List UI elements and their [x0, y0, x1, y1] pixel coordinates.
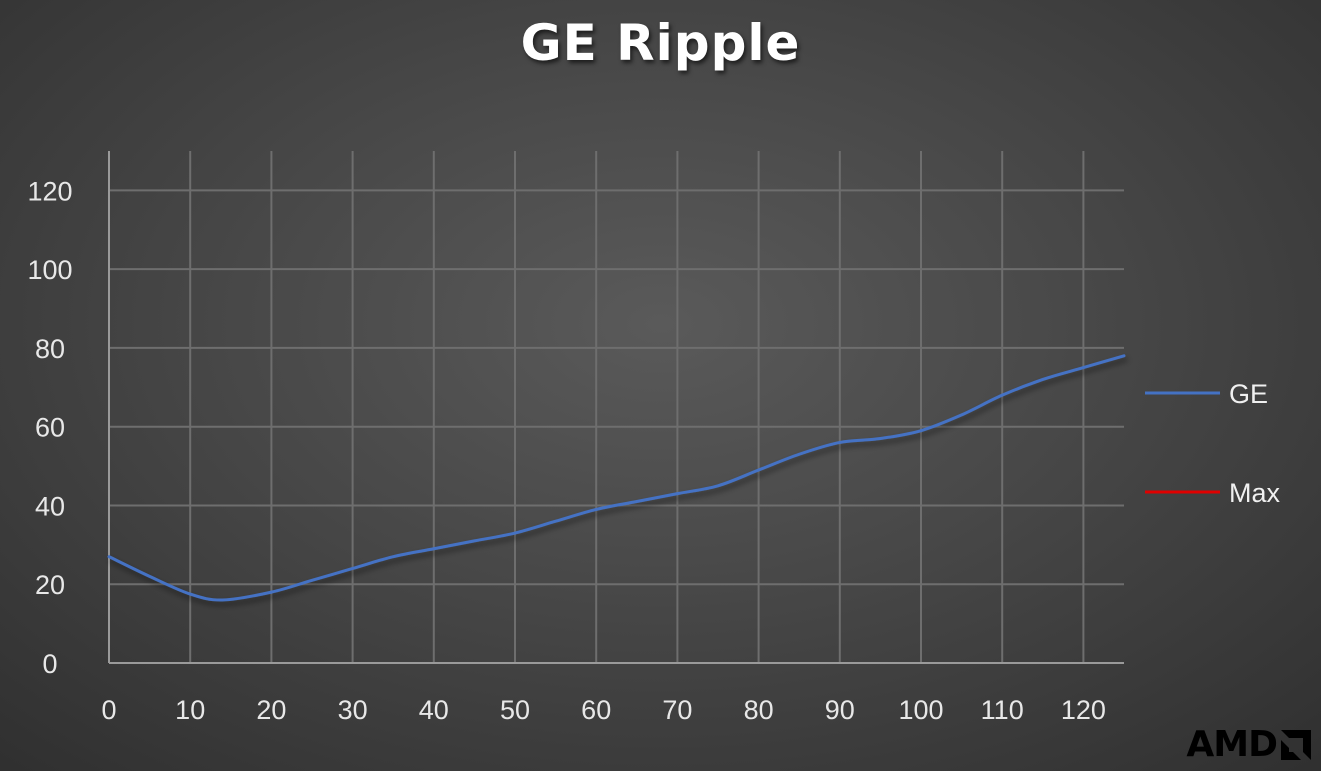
x-tick-label: 110 — [981, 695, 1024, 725]
y-tick-label: 100 — [27, 255, 72, 285]
y-tick-label: 40 — [35, 491, 65, 521]
amd-arrow-logo-icon — [1281, 729, 1311, 760]
x-tick-label: 10 — [175, 695, 205, 725]
x-tick-label: 50 — [500, 695, 530, 725]
y-tick-label: 60 — [35, 413, 65, 443]
x-tick-label: 120 — [1061, 695, 1106, 725]
grid — [109, 151, 1124, 663]
x-tick-label: 90 — [825, 695, 855, 725]
x-tick-label: 0 — [101, 695, 116, 725]
legend-label-ge: GE — [1229, 379, 1268, 409]
x-tick-label: 40 — [419, 695, 449, 725]
legend: GE Max — [1145, 379, 1281, 508]
axes — [108, 151, 1124, 664]
x-tick-label: 100 — [898, 695, 943, 725]
x-tick-label: 70 — [662, 695, 692, 725]
x-tick-label: 30 — [338, 695, 368, 725]
y-tick-label: 80 — [35, 334, 65, 364]
legend-label-max: Max — [1229, 478, 1281, 508]
x-tick-label: 20 — [256, 695, 286, 725]
plot-area — [107, 188, 1126, 602]
y-tick-label: 20 — [35, 570, 65, 600]
y-tick-label: 120 — [27, 176, 72, 206]
y-tick-label: 0 — [42, 649, 57, 679]
x-tick-label: 80 — [744, 695, 774, 725]
chart-title: GE Ripple — [520, 14, 801, 72]
x-tick-label: 60 — [581, 695, 611, 725]
series-line-ge — [107, 354, 1126, 602]
amd-logo: AMD — [1186, 724, 1313, 765]
tick-labels: 0 10 20 30 40 50 60 70 80 90 100 110 120 0 20 40 60 80 100… — [27, 176, 1105, 725]
amd-logo-text: AMD — [1186, 724, 1278, 765]
